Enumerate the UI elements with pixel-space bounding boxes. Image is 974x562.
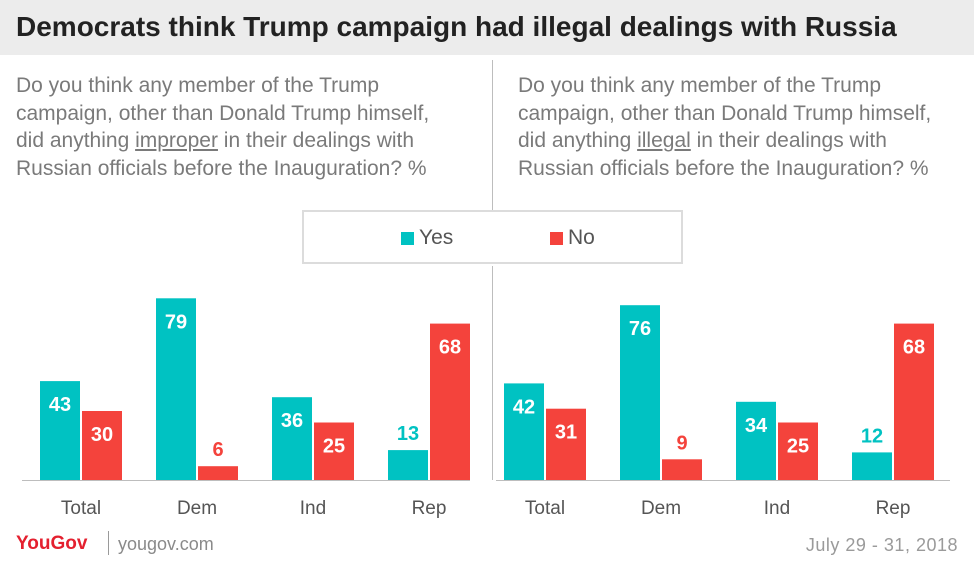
question-left: Do you think any member of the Trump cam… bbox=[16, 72, 461, 182]
bar-yes-rep bbox=[852, 452, 892, 480]
question-left-keyword: improper bbox=[135, 129, 218, 152]
category-label-total: Total bbox=[61, 498, 101, 519]
bar-yes-rep bbox=[388, 450, 428, 480]
question-right-text-after: in their dealings with Russian officials… bbox=[518, 129, 929, 180]
bar-yes-ind bbox=[272, 397, 312, 480]
data-label-yes-dem: 76 bbox=[629, 318, 651, 340]
data-label-yes-ind: 36 bbox=[281, 410, 303, 432]
data-label-no-total: 30 bbox=[91, 424, 113, 446]
category-label-total: Total bbox=[525, 498, 565, 519]
data-label-no-ind: 25 bbox=[323, 436, 345, 458]
category-label-dem: Dem bbox=[177, 498, 217, 519]
data-label-no-dem: 9 bbox=[676, 432, 687, 454]
bar-yes-dem bbox=[156, 298, 196, 480]
data-label-yes-total: 42 bbox=[513, 396, 535, 418]
bar-no-ind bbox=[314, 422, 354, 480]
data-label-yes-rep: 13 bbox=[397, 423, 419, 445]
data-label-no-rep: 68 bbox=[439, 337, 461, 359]
title-bar: Democrats think Trump campaign had illeg… bbox=[0, 0, 974, 55]
bar-no-total bbox=[82, 411, 122, 480]
bar-no-ind bbox=[778, 422, 818, 480]
data-label-yes-ind: 34 bbox=[745, 415, 768, 437]
bar-yes-dem bbox=[620, 305, 660, 480]
bar-no-dem bbox=[662, 459, 702, 480]
category-label-rep: Rep bbox=[876, 498, 911, 519]
bar-no-dem bbox=[198, 466, 238, 480]
legend: Yes No bbox=[302, 210, 683, 264]
bar-yes-total bbox=[504, 383, 544, 480]
bar-no-rep bbox=[894, 323, 934, 480]
category-label-dem: Dem bbox=[641, 498, 681, 519]
question-right: Do you think any member of the Trump cam… bbox=[518, 72, 963, 182]
legend-swatch-no bbox=[550, 231, 563, 245]
question-left-text-after: in their dealings with Russian officials… bbox=[16, 129, 427, 180]
question-right-keyword: illegal bbox=[637, 129, 691, 152]
panel-divider-bottom bbox=[492, 266, 493, 480]
legend-label-no: No bbox=[568, 226, 595, 249]
category-label-rep: Rep bbox=[412, 498, 447, 519]
question-left-text-before: Do you think any member of the Trump cam… bbox=[16, 74, 430, 152]
panel-divider-top bbox=[492, 60, 493, 210]
category-label-ind: Ind bbox=[764, 498, 790, 519]
data-label-no-ind: 25 bbox=[787, 436, 809, 458]
footer-separator bbox=[108, 531, 109, 555]
legend-item-yes: Yes bbox=[401, 226, 453, 250]
data-label-yes-rep: 12 bbox=[861, 425, 883, 447]
data-label-no-rep: 68 bbox=[903, 337, 925, 359]
data-label-yes-total: 43 bbox=[49, 394, 71, 416]
bar-yes-total bbox=[40, 381, 80, 480]
footer-date: July 29 - 31, 2018 bbox=[805, 535, 958, 555]
legend-item-no: No bbox=[550, 226, 595, 250]
footer-url: yougov.com bbox=[118, 534, 214, 554]
data-label-no-total: 31 bbox=[555, 422, 577, 444]
bar-yes-ind bbox=[736, 401, 776, 480]
yougov-logo: YouGov bbox=[16, 533, 88, 554]
legend-label-yes: Yes bbox=[419, 226, 454, 249]
chart-title: Democrats think Trump campaign had illeg… bbox=[16, 11, 897, 42]
bar-no-total bbox=[546, 408, 586, 480]
bar-no-rep bbox=[430, 323, 470, 480]
legend-swatch-yes bbox=[401, 231, 414, 245]
data-label-yes-dem: 79 bbox=[165, 311, 187, 333]
category-label-ind: Ind bbox=[300, 498, 326, 519]
question-right-text-before: Do you think any member of the Trump cam… bbox=[518, 74, 932, 152]
data-label-no-dem: 6 bbox=[212, 439, 223, 461]
